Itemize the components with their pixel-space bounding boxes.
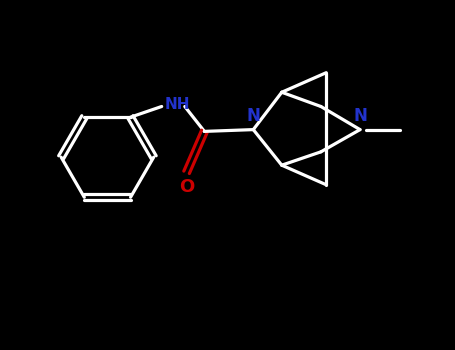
Text: N: N (353, 107, 367, 125)
Text: O: O (179, 178, 194, 196)
Text: N: N (246, 107, 260, 125)
Text: NH: NH (164, 97, 190, 112)
